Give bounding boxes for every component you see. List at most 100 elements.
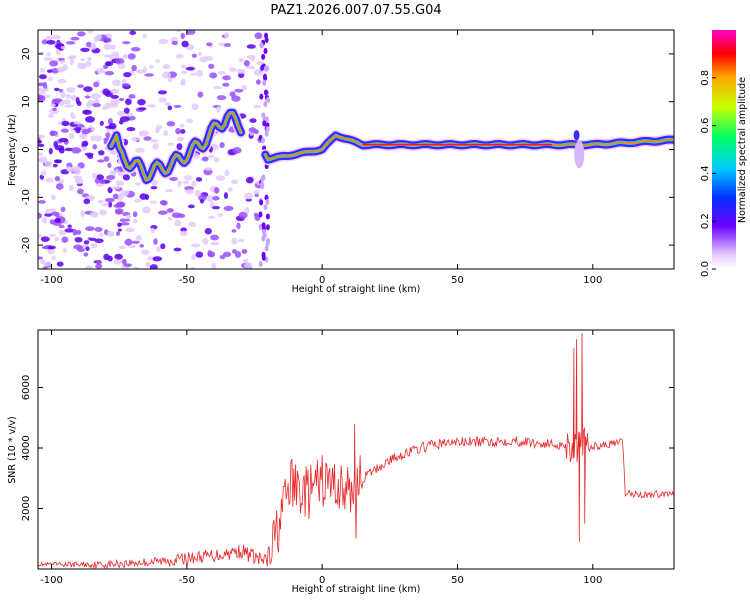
spectrogram-noise-blob	[158, 38, 169, 45]
colorbar-gradient	[712, 30, 736, 269]
spectrogram-noise-blob	[232, 146, 242, 154]
spectrogram-noise-blob	[56, 261, 64, 267]
spectrogram-noise-blob	[187, 204, 195, 209]
spectrogram-noise-blob	[197, 91, 204, 98]
spectrogram-noise-blob	[196, 70, 204, 77]
spectrogram-noise-blob	[107, 162, 112, 168]
spectrogram-noise-blob	[135, 69, 145, 74]
spectrogram-noise-blob	[195, 177, 203, 182]
snr-xtick-label: -50	[179, 575, 195, 586]
spectrogram-noise-blob	[259, 42, 264, 49]
spectrogram-noise-blob	[91, 92, 101, 100]
spectrogram-noise-blob	[164, 101, 171, 107]
spectrogram-noise-blob	[256, 60, 264, 66]
snr-xtick-label: 0	[319, 575, 325, 586]
spectrogram-noise-blob	[250, 56, 255, 62]
spectrogram-noise-blob	[248, 127, 257, 133]
spectrogram-noise-blob	[38, 152, 44, 156]
spectrogram-noise-blob	[182, 180, 189, 185]
spectrogram-noise-blob	[175, 53, 184, 59]
spectrogram-noise-blob	[51, 34, 61, 40]
spectrogram-noise-blob	[188, 221, 197, 227]
spectrogram-noise-blob	[40, 170, 47, 177]
spectrogram-noise-blob	[165, 189, 174, 193]
spectrogram-noise-blob	[48, 113, 54, 118]
spectrogram-noise-blob	[98, 150, 105, 156]
spectrogram-noise-blob	[92, 144, 98, 150]
spectrogram-noise-blob	[51, 255, 56, 261]
spectrogram-noise-blob	[215, 175, 226, 181]
spectrogram-noise-blob	[89, 237, 97, 242]
spectrogram-noise-blob	[50, 103, 56, 107]
spectrogram-noise-blob	[103, 43, 112, 51]
spectrogram-noise-blob	[264, 130, 269, 137]
spectrogram-noise-blob	[48, 233, 57, 237]
spectrogram-noise-blob	[147, 104, 157, 108]
spectrogram-noise-blob	[112, 79, 121, 87]
spectrogram-noise-blob	[67, 224, 72, 229]
spectrogram-noise-blob	[260, 64, 265, 71]
spectrogram-noise-blob	[163, 129, 169, 137]
spectrogram-noise-blob	[79, 133, 88, 140]
spectrogram-noise-blob	[92, 103, 102, 108]
spectrogram-ytick-label: -20	[21, 237, 32, 253]
spectrogram-noise-blob	[249, 118, 257, 123]
spectrogram-noise-blob	[68, 184, 74, 192]
spectrogram-noise-blob	[265, 240, 270, 247]
spectrogram-noise-blob	[77, 84, 85, 88]
spectrogram-noise-blob	[144, 73, 154, 77]
spectrogram-noise-blob	[94, 238, 104, 244]
spectrogram-noise-blob	[210, 234, 220, 241]
spectrogram-noise-blob	[73, 127, 82, 131]
spectrogram-noise-blob	[259, 93, 264, 100]
spectrogram-noise-blob	[245, 65, 256, 70]
spectrogram-xtick-label: -100	[40, 275, 63, 286]
snr-ticks: -100 -50 0 50 100 2000 4000 6000	[21, 330, 674, 586]
spectrogram-noise-blob	[263, 47, 268, 54]
spectrogram-noise-blob	[175, 127, 181, 135]
spectrogram-noise-blob	[54, 175, 61, 182]
spectrogram-noise-blob	[142, 33, 148, 38]
spectrogram-noise-blob	[238, 58, 245, 63]
spectrogram-noise-blob	[185, 189, 194, 195]
spectrogram-noise-blob	[228, 67, 237, 72]
spectrogram-noise-blob	[72, 166, 82, 171]
spectrogram-noise-blob	[96, 67, 106, 74]
spectrogram-noise-blob	[198, 194, 207, 202]
spectrogram-noise-blob	[47, 248, 55, 255]
spectrogram-noise-blob	[137, 98, 146, 106]
spectrogram-noise-blob	[174, 219, 182, 227]
spectrogram-noise-blob	[261, 228, 266, 235]
spectrogram-xlabel: Height of straight line (km)	[292, 284, 421, 295]
spectrogram-noise-blob	[180, 123, 185, 128]
spectrogram-noise-blob	[115, 180, 125, 187]
spectrogram-noise-blob	[119, 218, 127, 223]
spectrogram-noise-blob	[95, 135, 102, 142]
spectrogram-noise-blob	[214, 187, 220, 194]
spectrogram-noise-blob	[65, 93, 72, 99]
spectrogram-noise-blob	[38, 134, 46, 139]
spectrogram-marks	[38, 30, 674, 269]
spectrogram-noise-blob	[173, 247, 182, 252]
spectrogram-noise-blob	[180, 32, 186, 40]
spectrogram-noise-blob	[38, 256, 44, 260]
spectrogram-noise-blob	[152, 143, 159, 150]
spectrogram-noise-blob	[102, 105, 107, 110]
spectrogram-noise-blob	[117, 63, 126, 69]
spectrogram-noise-blob	[41, 216, 48, 224]
spectrogram-noise-blob	[258, 261, 263, 268]
spectrogram-noise-blob	[152, 256, 163, 262]
spectrogram-noise-blob	[45, 208, 51, 215]
spectrogram-noise-blob	[160, 200, 168, 206]
spectrogram-noise-blob	[210, 241, 220, 246]
spectrogram-noise-blob	[206, 42, 213, 47]
spectrogram-noise-blob	[94, 178, 101, 184]
spectrogram-noise-blob	[108, 201, 113, 208]
spectrogram-noise-blob	[52, 107, 57, 111]
spectrogram-noise-blob	[139, 244, 144, 248]
spectrogram-noise-blob	[184, 186, 195, 191]
spectrogram-noise-blob	[104, 70, 115, 76]
spectrogram-noise-blob	[185, 66, 195, 71]
spectrogram-noise-blob	[54, 237, 60, 242]
spectrogram-noise-blob	[265, 65, 270, 72]
